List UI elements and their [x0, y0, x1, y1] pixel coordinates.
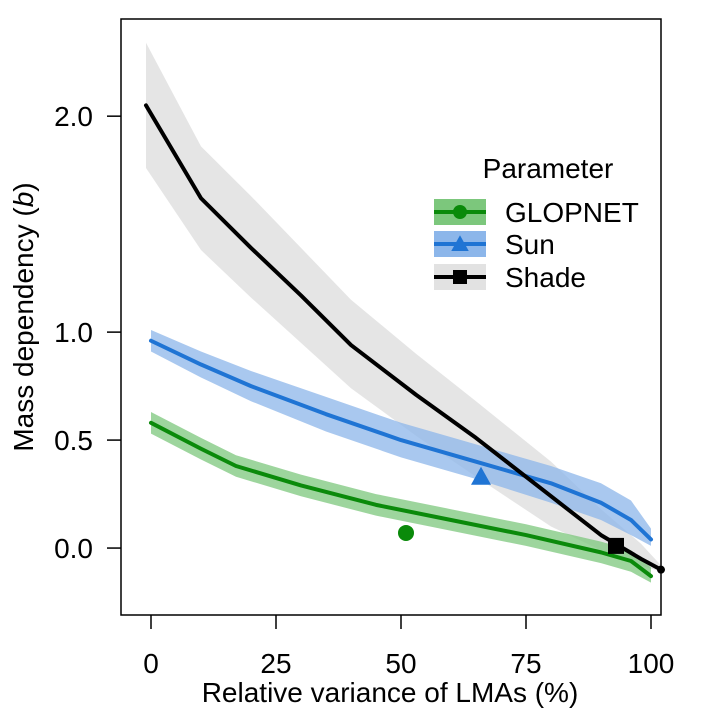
x-tick-label: 100: [628, 648, 675, 679]
glopnet-confidence-band: [151, 412, 651, 583]
x-tick-label: 25: [260, 648, 291, 679]
x-tick-label: 75: [510, 648, 541, 679]
x-tick-label: 50: [385, 648, 416, 679]
legend-title: Parameter: [483, 153, 614, 184]
legend-glopnet-marker: [453, 205, 467, 219]
legend-glopnet-label: GLOPNET: [505, 197, 639, 228]
x-axis: 0 25 50 75 100: [143, 615, 674, 679]
y-tick-label: 0.0: [54, 533, 93, 564]
x-tick-label: 0: [143, 648, 159, 679]
glopnet-series-line: [149, 420, 653, 579]
confidence-bands: [146, 42, 661, 583]
y-axis-title-main: Mass dependency: [8, 224, 39, 451]
y-tick-label: 2.0: [54, 101, 93, 132]
y-axis-title: Mass dependency (b): [8, 182, 39, 451]
y-axis: 0.0 0.5 1.0 2.0: [54, 101, 121, 564]
legend-sun-marker: [451, 235, 469, 251]
shade-data-point: [608, 537, 624, 554]
y-tick-label: 0.5: [54, 425, 93, 456]
sun-confidence-band: [151, 329, 651, 546]
legend-shade-marker: [453, 270, 467, 284]
series-points: [398, 466, 665, 574]
sun-data-point: [471, 466, 491, 485]
y-tick-label: 1.0: [54, 317, 93, 348]
x-axis-title: Relative variance of LMAs (%): [202, 677, 579, 708]
legend-sun-label: Sun: [505, 229, 555, 260]
legend-shade-label: Shade: [505, 262, 586, 293]
glopnet-data-point: [398, 524, 414, 541]
plot-frame: [120, 18, 662, 616]
y-axis-title-symbol: b: [8, 192, 39, 208]
sun-series-line: [149, 338, 653, 542]
